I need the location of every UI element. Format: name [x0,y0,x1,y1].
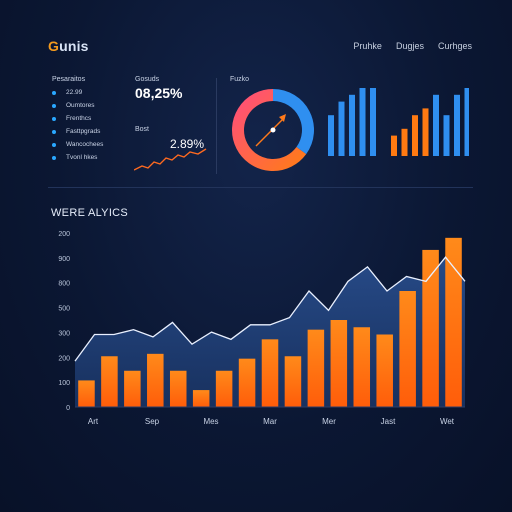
y-tick-label: 200 [58,355,70,362]
x-tick-label: Jast [381,417,396,426]
mini-bar [454,94,460,156]
y-tick-label: 300 [58,330,70,337]
stat-item: Frenthcs [52,112,103,125]
bar [147,353,164,407]
trend-line [74,256,466,362]
bar [376,334,393,407]
x-tick-label: Mar [263,417,277,426]
kpi-heading: Gosuds [135,76,160,83]
stat-item: Oumtores [52,99,103,112]
stat-item: Fasttpgrads [52,125,103,138]
stat-item: Tvonl hkes [52,151,103,164]
donut-arrow-line [255,117,285,147]
bar [307,329,325,407]
bullet-dot-icon [52,116,56,121]
y-tick-label: 100 [58,380,70,387]
stat-label: Oumtores [66,102,95,109]
y-tick-label: 0 [66,405,70,412]
mini-bar-chart-blue [328,88,376,156]
mini-bar [433,94,439,156]
stat-label: 22.99 [66,89,83,96]
x-tick-label: Mes [203,417,218,426]
top-nav: Pruhke Dugjes Curhges [353,41,472,51]
x-tick-label: Sep [145,417,160,426]
bar [238,358,256,407]
bullet-dot-icon [52,155,56,160]
donut-slice [232,89,307,171]
top-bar: Gunis Pruhke Dugjes Curhges [0,0,512,70]
bar [422,249,439,407]
kpi-value-secondary: 2.89% [170,137,205,151]
bullet-dot-icon [52,142,56,147]
donut-arrow-head-icon [279,114,286,122]
stat-label: Wancochees [66,141,104,148]
bullet-dot-icon [52,129,56,134]
x-tick-label: Art [88,417,99,426]
bar [78,380,95,407]
x-tick-label: Wet [440,417,455,426]
stat-label: Fasttpgrads [66,128,101,135]
brand-prefix: G [48,38,60,54]
sparkline [134,148,207,171]
bar [215,370,233,407]
donut-center-dot [270,127,276,133]
bar [284,356,302,407]
mini-bar [349,94,355,156]
bar [169,370,187,407]
donut-chart [232,89,314,171]
sparkline-line [134,148,207,171]
bullet-dot-icon [52,103,56,108]
nav-item-3[interactable]: Curhges [437,41,472,51]
kpi-sub-heading: Bost [135,126,150,133]
bar [261,339,279,407]
mini-bar [443,115,450,156]
bullet-dot-icon [52,90,56,95]
mini-bar [412,115,418,156]
stat-list: Pesaraitos 22.99 Oumtores Frenthcs Fastt… [52,76,103,164]
bar [330,320,348,407]
kpi-block: Gosuds 08,25% [135,76,182,101]
mini-bar [328,115,334,156]
stat-label: Tvonl hkes [66,154,98,161]
y-tick-label: 800 [58,281,70,288]
kpi-value: 08,25% [135,85,183,101]
y-tick-label: 500 [58,306,70,313]
mini-bar-chart-mixed [391,88,469,156]
stat-item: 22.99 [52,86,103,99]
stat-item: Wancochees [52,138,103,151]
mini-bar [338,101,345,156]
mini-bar [370,88,376,156]
brand-rest: unis [59,38,89,54]
stats-panel: Pesaraitos 22.99 Oumtores Frenthcs Fastt… [52,76,212,176]
bar [124,370,141,407]
bar [399,291,416,407]
x-tick-label: Mer [322,417,336,426]
mini-panel-title: Fuzko [230,76,250,83]
nav-item-2[interactable]: Dugjes [395,41,424,51]
y-tick-label: 900 [58,256,70,263]
y-tick-label: 200 [58,231,70,238]
bar [353,327,371,407]
bar [101,356,118,407]
section-title: WERE ALYICS [51,207,129,219]
section-divider [48,187,473,188]
mini-bar [464,88,469,156]
main-chart: 0 100 200 300 500 800 900 200 Art Sep Mes Mar Mer Jas… [58,231,466,426]
bar [192,390,210,407]
brand-logo[interactable]: Gunis [48,38,89,54]
bar [445,237,462,407]
stat-heading: Pesaraitos [52,76,86,83]
donut-slice [272,89,314,155]
mini-bar [422,108,429,156]
stat-label: Frenthcs [66,115,92,122]
panel-divider [216,78,217,174]
mini-bar [401,128,408,156]
mini-bar [391,135,397,156]
nav-item-1[interactable]: Pruhke [353,41,382,51]
mini-bar [359,88,366,156]
